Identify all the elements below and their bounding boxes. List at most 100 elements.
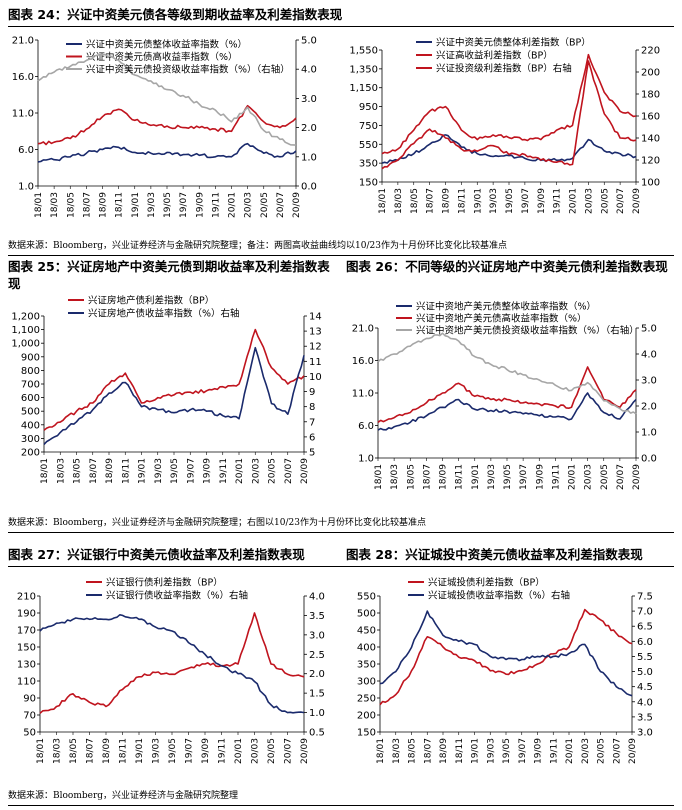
x-tick-label: 19/01 [471, 464, 481, 490]
x-tick-label: 18/03 [394, 188, 404, 214]
right-tick-label: 4.0 [641, 350, 657, 361]
x-tick-label: 18/09 [102, 738, 112, 764]
right-tick-label: 2.5 [309, 650, 325, 661]
series-line [43, 328, 305, 431]
x-tick-label: 19/07 [521, 188, 531, 214]
x-tick-label: 20/05 [600, 464, 610, 490]
x-tick-label: 18/01 [40, 458, 50, 484]
x-tick-label: 18/11 [115, 192, 125, 218]
legend-label: 兴证中资美元债投资级收益率指数（%）（右轴） [86, 64, 290, 76]
left-tick-label: 950 [359, 102, 378, 113]
x-tick-label: 18/11 [121, 458, 131, 484]
right-tick-label: 180 [641, 90, 660, 101]
x-tick-label: 18/09 [105, 458, 115, 484]
series-line [39, 612, 305, 714]
x-tick-label: 20/03 [251, 738, 261, 764]
left-tick-label: 170 [17, 626, 36, 637]
x-tick-label: 20/03 [584, 464, 594, 490]
left-tick-label: 1,200 [11, 312, 40, 323]
legend-label: 兴证高收益利差指数（BP） [436, 50, 553, 62]
x-tick-label: 19/05 [505, 188, 515, 214]
right-tick-label: 160 [641, 112, 660, 123]
x-tick-label: 20/03 [251, 458, 261, 484]
x-tick-label: 18/07 [89, 458, 99, 484]
chart24a: 1.0 6.0 11.0 16.0 21.0 0.0 1.0 2.0 3.0 4.0 5.0 18/0… [12, 36, 317, 218]
series-line [381, 134, 637, 164]
x-tick-label: 20/05 [260, 192, 270, 218]
right-tick-label: 4.0 [637, 697, 653, 708]
x-tick-label: 19/07 [185, 738, 195, 764]
left-tick-label: 150 [357, 728, 376, 739]
left-tick-label: 1,550 [349, 46, 378, 57]
x-tick-label: 18/09 [439, 738, 449, 764]
x-tick-label: 18/03 [392, 738, 402, 764]
left-tick-label: 1,150 [349, 83, 378, 94]
x-tick-label: 18/03 [53, 738, 63, 764]
x-tick-label: 18/11 [455, 464, 465, 490]
series-line [37, 142, 297, 163]
series-line [39, 613, 305, 714]
right-tick-label: 14 [309, 312, 322, 323]
x-tick-label: 20/01 [234, 738, 244, 764]
x-tick-label: 19/09 [201, 738, 211, 764]
right-tick-label: 1.0 [641, 428, 657, 439]
left-tick-label: 50 [23, 728, 36, 739]
right-tick-label: 7 [309, 417, 315, 428]
x-tick-label: 18/01 [36, 738, 46, 764]
x-tick-label: 18/05 [69, 738, 79, 764]
x-tick-label: 19/11 [218, 738, 228, 764]
x-tick-label: 18/07 [426, 188, 436, 214]
x-tick-label: 19/11 [211, 192, 221, 218]
x-tick-label: 20/09 [300, 738, 310, 764]
x-tick-label: 19/11 [219, 458, 229, 484]
legend-label: 兴证银行债利差指数（BP） [106, 577, 223, 589]
x-tick-label: 19/09 [537, 188, 547, 214]
x-tick-label: 20/03 [244, 192, 254, 218]
left-tick-label: 16.0 [12, 72, 34, 83]
x-tick-label: 19/03 [154, 458, 164, 484]
right-tick-label: 3.5 [637, 712, 653, 723]
left-tick-label: 70 [23, 711, 36, 722]
left-tick-label: 11.0 [12, 109, 34, 120]
divider [8, 26, 674, 27]
right-tick-label: 220 [641, 46, 660, 57]
left-tick-label: 350 [357, 660, 376, 671]
source-note-3: 数据来源：Bloomberg，兴业证券经济与金融研究院整理 [8, 791, 239, 801]
legend-label: 兴证中资地产美元债高收益率指数（%） [416, 313, 587, 325]
x-tick-label: 19/11 [553, 188, 563, 214]
x-tick-label: 18/09 [442, 188, 452, 214]
right-tick-label: 100 [641, 178, 660, 189]
x-tick-label: 19/11 [549, 738, 559, 764]
right-tick-label: 9 [309, 387, 315, 398]
x-tick-label: 20/01 [235, 458, 245, 484]
left-tick-label: 200 [21, 448, 40, 459]
right-tick-label: 6.0 [637, 637, 653, 648]
x-tick-label: 20/01 [565, 738, 575, 764]
x-tick-label: 19/09 [534, 738, 544, 764]
x-tick-label: 19/01 [471, 738, 481, 764]
legend-label: 兴证中资美元债高收益率指数（%） [86, 51, 238, 63]
x-tick-label: 18/05 [66, 192, 76, 218]
legend-label: 兴证中资地产美元债投资级收益率指数（%）（右轴） [416, 325, 639, 337]
x-tick-label: 20/05 [267, 738, 277, 764]
x-tick-label: 18/05 [408, 738, 418, 764]
series-line [379, 608, 633, 706]
x-tick-label: 19/07 [519, 464, 529, 490]
series-line [377, 332, 637, 415]
left-tick-label: 300 [357, 677, 376, 688]
legend-label: 兴证城投债收益率指数（%）右轴 [428, 590, 570, 602]
left-tick-label: 250 [357, 694, 376, 705]
x-tick-label: 19/07 [518, 738, 528, 764]
x-tick-label: 19/03 [487, 464, 497, 490]
left-tick-label: 130 [17, 660, 36, 671]
x-tick-label: 19/01 [135, 738, 145, 764]
x-tick-label: 20/07 [284, 738, 294, 764]
x-tick-label: 19/09 [203, 458, 213, 484]
right-tick-label: 5 [309, 448, 315, 459]
divider [8, 805, 674, 806]
right-tick-label: 5.0 [641, 324, 657, 335]
x-tick-label: 19/11 [551, 464, 561, 490]
chart28: 150 200 250 300 350 400 450 500 550 3.0 3.5 4.0 4.5 5… [357, 577, 653, 764]
x-tick-label: 18/01 [374, 464, 384, 490]
chart28-title: 图表 28：兴证城投中资美元债收益率及利差指数表现 [346, 547, 643, 562]
